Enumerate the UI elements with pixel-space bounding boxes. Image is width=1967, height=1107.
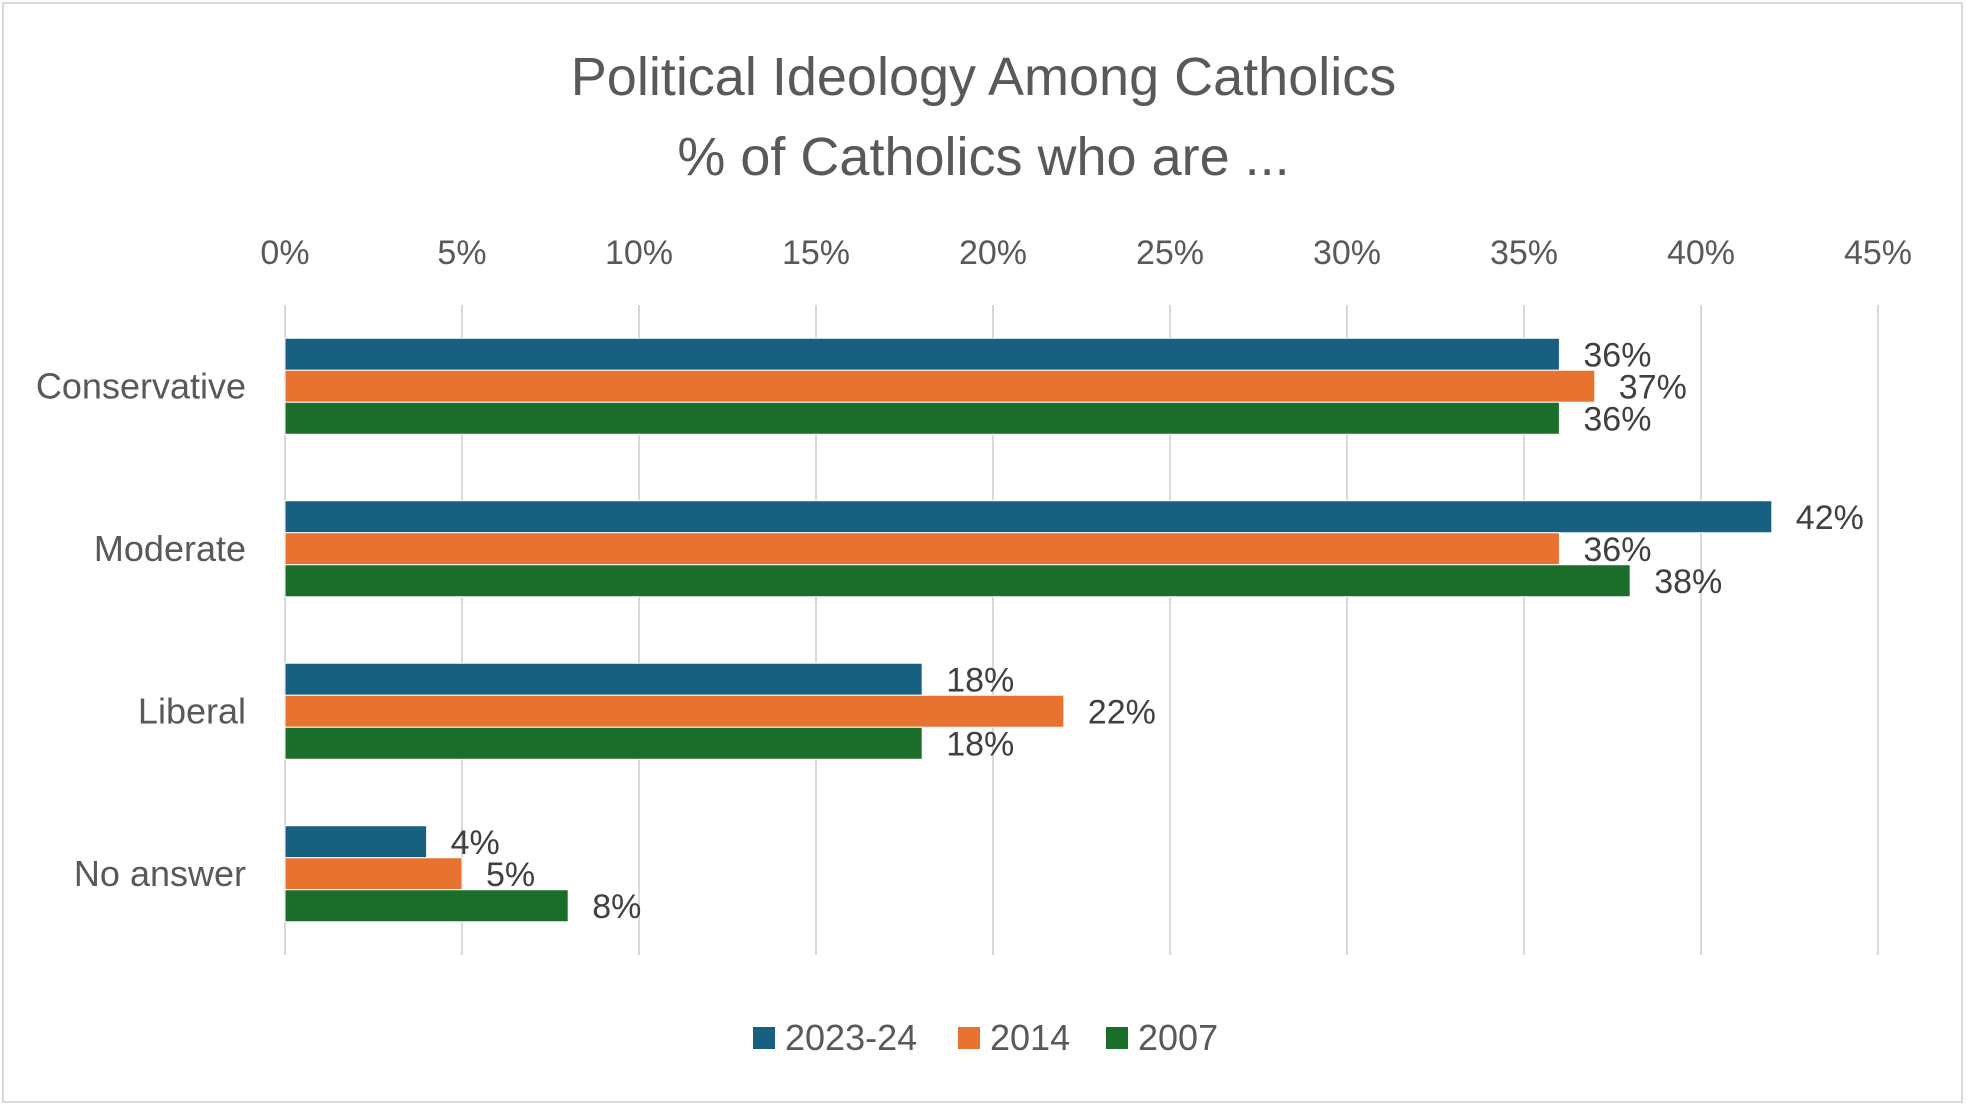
- x-tick-label: 10%: [605, 234, 673, 272]
- x-tick-label: 35%: [1490, 234, 1558, 272]
- bar: [284, 726, 923, 760]
- legend-label: 2014: [990, 1017, 1070, 1058]
- data-label: 22%: [1088, 693, 1156, 731]
- legend-label: 2007: [1138, 1017, 1218, 1058]
- bar: [284, 369, 1596, 403]
- x-tick-label: 5%: [437, 234, 486, 272]
- x-tick-label: 30%: [1313, 234, 1381, 272]
- bar: [284, 500, 1773, 534]
- bar: [284, 889, 569, 923]
- category-label: Moderate: [94, 528, 246, 569]
- data-label: 18%: [946, 661, 1014, 699]
- bar: [284, 337, 1560, 371]
- bar: [284, 401, 1560, 435]
- x-tick-label: 45%: [1844, 234, 1912, 272]
- data-label: 36%: [1583, 531, 1651, 569]
- x-tick-label: 25%: [1136, 234, 1204, 272]
- legend-swatch: [1106, 1027, 1128, 1049]
- data-label: 42%: [1796, 499, 1864, 537]
- data-label: 36%: [1583, 400, 1651, 438]
- category-label: Conservative: [36, 365, 246, 406]
- legend-label: 2023-24: [785, 1017, 917, 1058]
- legend-swatch: [753, 1027, 775, 1049]
- data-label: 37%: [1619, 368, 1687, 406]
- x-tick-label: 40%: [1667, 234, 1735, 272]
- category-label: No answer: [74, 853, 246, 894]
- data-label: 36%: [1583, 336, 1651, 374]
- legend-swatch: [958, 1027, 980, 1049]
- data-label: 8%: [592, 888, 641, 926]
- bar: [284, 825, 428, 859]
- data-label: 18%: [946, 725, 1014, 763]
- bar: [284, 857, 463, 891]
- chart-subtitle: % of Catholics who are ...: [677, 127, 1290, 187]
- bar: [284, 694, 1065, 728]
- chart-title: Political Ideology Among Catholics: [570, 47, 1397, 107]
- x-tick-label: 20%: [959, 234, 1027, 272]
- data-label: 5%: [486, 856, 535, 894]
- bar: [284, 662, 923, 696]
- bar: [284, 564, 1631, 598]
- x-tick-label: 15%: [782, 234, 850, 272]
- data-label: 38%: [1654, 563, 1722, 601]
- data-label: 4%: [451, 824, 500, 862]
- bar: [284, 532, 1560, 566]
- category-label: Liberal: [138, 690, 246, 731]
- x-tick-label: 0%: [260, 234, 309, 272]
